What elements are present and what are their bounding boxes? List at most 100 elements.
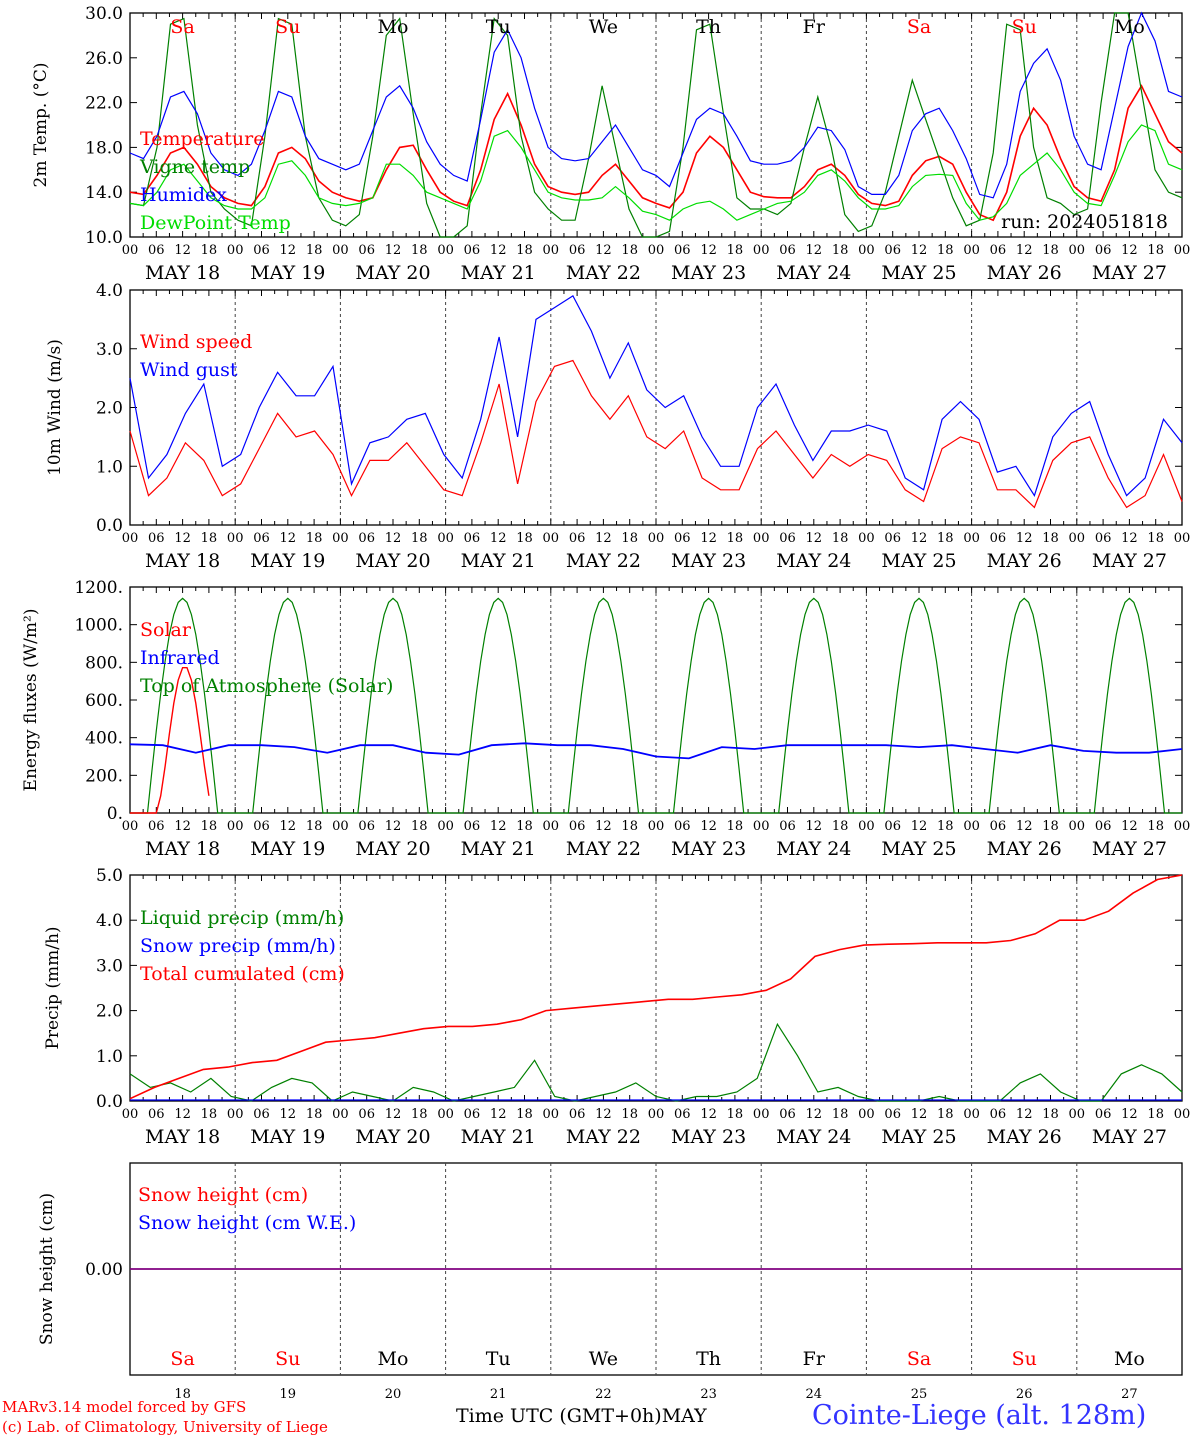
y-tick-label: 2.0: [96, 399, 123, 419]
hour-label: 00: [753, 243, 770, 258]
hour-label: 18: [411, 243, 428, 258]
hour-label: 06: [253, 243, 270, 258]
hour-label: 06: [148, 819, 165, 834]
hour-label: 00: [1174, 819, 1191, 834]
hour-label: 12: [806, 531, 823, 546]
hour-label: 12: [1121, 819, 1138, 834]
hour-label: 06: [464, 243, 481, 258]
y-axis-title: 10m Wind (m/s): [45, 339, 65, 476]
hour-label: 00: [122, 1107, 139, 1122]
hour-label: 00: [227, 819, 244, 834]
date-label: MAY 22: [566, 550, 641, 572]
day-number: 22: [595, 1387, 612, 1402]
hour-label: 00: [1069, 1107, 1086, 1122]
hour-label: 00: [753, 819, 770, 834]
hour-label: 06: [674, 531, 691, 546]
day-number: 23: [700, 1387, 717, 1402]
series-liquid-precip: [129, 1022, 1183, 1102]
hour-label: 00: [1174, 531, 1191, 546]
y-tick-label: 0.0: [96, 1092, 123, 1112]
hour-label: 00: [543, 819, 560, 834]
hour-label: 06: [990, 819, 1007, 834]
y-tick-label: 14.0: [85, 183, 123, 203]
hour-label: 12: [280, 243, 297, 258]
day-number: 21: [490, 1387, 507, 1402]
date-label: MAY 27: [1092, 262, 1167, 284]
date-label: MAY 21: [461, 838, 536, 860]
date-label: MAY 27: [1092, 550, 1167, 572]
hour-label: 12: [911, 531, 928, 546]
hour-label: 00: [543, 531, 560, 546]
hour-label: 18: [832, 531, 849, 546]
hour-label: 06: [674, 819, 691, 834]
date-label: MAY 18: [145, 1126, 220, 1148]
hour-label: 12: [385, 819, 402, 834]
day-of-week: Su: [1012, 16, 1037, 38]
x-axis-label: Time UTC (GMT+0h): [456, 1405, 662, 1427]
hour-label: 18: [621, 243, 638, 258]
hour-label: 00: [437, 1107, 454, 1122]
day-of-week: Mo: [1114, 16, 1145, 38]
hour-label: 00: [963, 1107, 980, 1122]
date-label: MAY 19: [250, 550, 325, 572]
hour-label: 06: [990, 243, 1007, 258]
y-tick-label: 4.0: [96, 911, 123, 931]
hour-label: 18: [1042, 531, 1059, 546]
hour-label: 12: [700, 819, 717, 834]
hour-label: 18: [201, 819, 218, 834]
model-credit: MARv3.14 model forced by GFS: [2, 1398, 247, 1416]
hour-label: 18: [1147, 243, 1164, 258]
hour-label: 06: [1095, 243, 1112, 258]
hour-label: 06: [148, 531, 165, 546]
legend-infrared: Infrared: [140, 647, 220, 669]
y-tick-label: 3.0: [96, 340, 123, 360]
hour-label: 18: [1147, 1107, 1164, 1122]
hour-label: 12: [595, 1107, 612, 1122]
hour-label: 12: [1121, 243, 1138, 258]
day-of-week: Su: [1012, 1348, 1037, 1370]
day-number: 18: [174, 1387, 191, 1402]
y-tick-label: 4.0: [96, 281, 123, 301]
hour-label: 12: [385, 531, 402, 546]
hour-label: 12: [911, 243, 928, 258]
legend-dewpoint-temp: DewPoint Temp: [140, 212, 291, 234]
hour-label: 00: [227, 531, 244, 546]
hour-label: 12: [1016, 1107, 1033, 1122]
day-of-week: Mo: [1114, 1348, 1145, 1370]
hour-label: 06: [253, 531, 270, 546]
hour-label: 06: [569, 531, 586, 546]
hour-label: 00: [858, 819, 875, 834]
legend-liquid-precip-mm-h: Liquid precip (mm/h): [140, 907, 344, 929]
hour-label: 06: [148, 1107, 165, 1122]
y-axis-title: Energy fluxes (W/m²): [21, 609, 41, 792]
hour-label: 06: [1095, 1107, 1112, 1122]
series-temperature: [129, 84, 1183, 222]
hour-label: 00: [227, 1107, 244, 1122]
hour-label: 00: [332, 1107, 349, 1122]
date-label: MAY 25: [881, 838, 956, 860]
hour-label: 18: [832, 1107, 849, 1122]
day-number: 25: [911, 1387, 928, 1402]
date-label: MAY 24: [776, 838, 851, 860]
date-label: MAY 22: [566, 838, 641, 860]
hour-label: 00: [437, 531, 454, 546]
date-label: MAY 19: [250, 838, 325, 860]
legend-total-cumulated-cm: Total cumulated (cm): [140, 963, 345, 985]
hour-label: 00: [648, 1107, 665, 1122]
date-label: MAY 20: [355, 838, 430, 860]
hour-label: 12: [700, 531, 717, 546]
hour-label: 12: [490, 531, 507, 546]
date-label: MAY 19: [250, 262, 325, 284]
y-tick-label: 26.0: [85, 49, 123, 69]
date-label: MAY 18: [145, 262, 220, 284]
hour-label: 00: [437, 819, 454, 834]
legend-snow-height-cm-w-e: Snow height (cm W.E.): [138, 1212, 356, 1234]
legend-solar: Solar: [140, 619, 192, 641]
hour-label: 12: [1016, 243, 1033, 258]
date-label: MAY 26: [987, 1126, 1062, 1148]
hour-label: 00: [648, 819, 665, 834]
hour-label: 06: [779, 819, 796, 834]
day-of-week: Mo: [378, 1348, 409, 1370]
hour-label: 06: [148, 243, 165, 258]
